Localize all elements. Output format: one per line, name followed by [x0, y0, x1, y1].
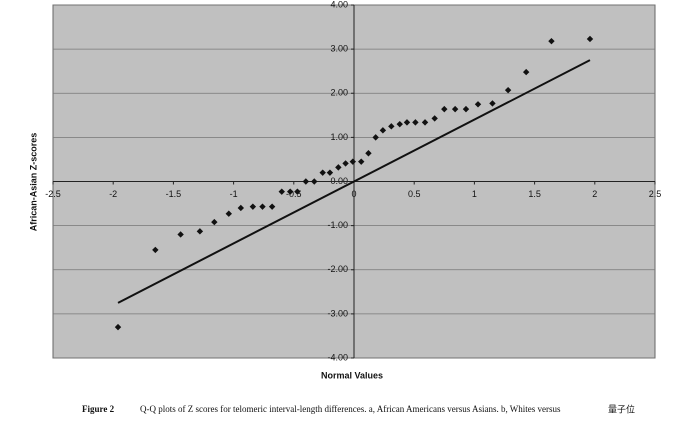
point — [358, 158, 365, 165]
point — [489, 100, 496, 107]
point — [504, 86, 512, 94]
point — [326, 169, 334, 176]
point — [548, 37, 555, 45]
point — [379, 127, 387, 134]
point — [462, 105, 470, 113]
x-tick-label: -1.5 — [166, 189, 182, 199]
point — [225, 210, 232, 217]
x-tick-label: 2 — [592, 189, 597, 199]
x-tick-label: -0.5 — [286, 189, 302, 199]
figure-caption: Q-Q plots of Z scores for telomeric inte… — [140, 404, 561, 414]
point — [522, 68, 530, 76]
y-tick-label: -3.00 — [327, 308, 348, 318]
point — [396, 120, 403, 128]
x-tick-label: 2.5 — [649, 189, 662, 199]
y-axis-label: African-Asian Z-scores — [28, 133, 38, 232]
reference-line — [117, 59, 591, 304]
point — [342, 160, 349, 167]
point — [259, 203, 266, 210]
x-tick-label: -2.5 — [45, 189, 61, 199]
x-tick-label: -2 — [109, 189, 117, 199]
y-tick-label: 2.00 — [330, 88, 348, 98]
point — [177, 231, 184, 238]
point — [196, 228, 204, 235]
y-tick-label: 1.00 — [330, 132, 348, 142]
point — [319, 169, 326, 176]
y-tick-label: 4.00 — [330, 0, 348, 9]
x-tick-label: 1 — [472, 189, 477, 199]
point — [311, 178, 318, 185]
point — [365, 150, 372, 157]
y-tick-label: -1.00 — [327, 220, 348, 230]
point — [294, 188, 301, 195]
y-tick-label: 0.00 — [330, 176, 348, 186]
point — [403, 119, 411, 126]
point — [152, 246, 159, 254]
y-tick-label: -4.00 — [327, 352, 348, 362]
point — [237, 204, 245, 212]
x-tick-label: 1.5 — [528, 189, 541, 199]
point — [421, 119, 429, 126]
point — [349, 158, 356, 165]
point — [412, 119, 419, 126]
point — [431, 115, 438, 122]
point — [302, 178, 310, 185]
point — [278, 188, 285, 195]
point — [451, 105, 459, 113]
y-tick-label: -2.00 — [327, 264, 348, 274]
y-tick-label: 3.00 — [330, 44, 348, 54]
watermark: 量子位 — [608, 403, 635, 414]
point — [388, 123, 395, 130]
point — [211, 218, 218, 226]
point — [268, 203, 276, 210]
point — [114, 323, 122, 331]
point — [286, 188, 294, 195]
x-tick-label: 0.5 — [408, 189, 421, 199]
point — [441, 105, 448, 113]
x-tick-label: -1 — [230, 189, 238, 199]
point — [372, 134, 379, 141]
point — [586, 35, 594, 43]
point — [249, 203, 257, 210]
point — [335, 164, 342, 171]
x-axis-label: Normal Values — [321, 370, 383, 380]
figure-label: Figure 2 — [82, 404, 115, 414]
point — [474, 101, 482, 108]
